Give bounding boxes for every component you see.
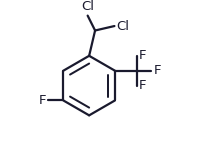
Text: F: F (39, 94, 46, 107)
Text: F: F (139, 79, 146, 92)
Text: Cl: Cl (117, 20, 130, 32)
Text: F: F (154, 64, 161, 77)
Text: Cl: Cl (81, 0, 94, 13)
Text: F: F (139, 49, 146, 62)
